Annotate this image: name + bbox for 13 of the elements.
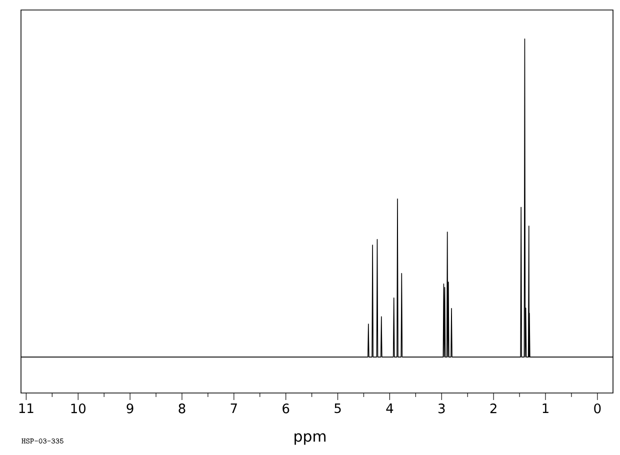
x-tick-label: 6 xyxy=(282,404,290,414)
x-axis-title: ppm xyxy=(294,433,326,445)
x-tick-label: 1 xyxy=(542,404,548,413)
x-tick-label: 8 xyxy=(178,404,186,414)
x-tick-label: 0 xyxy=(594,404,601,414)
x-tick-label: 11 xyxy=(19,404,34,413)
x-tick-label: 7 xyxy=(230,404,237,413)
x-tick-label: 5 xyxy=(334,404,341,414)
x-tick-label: 10 xyxy=(71,404,86,414)
x-tick-label: 9 xyxy=(126,404,134,414)
x-tick-label: 3 xyxy=(438,404,445,414)
x-tick-label: 2 xyxy=(490,404,496,414)
x-tick-label: 4 xyxy=(386,404,394,413)
